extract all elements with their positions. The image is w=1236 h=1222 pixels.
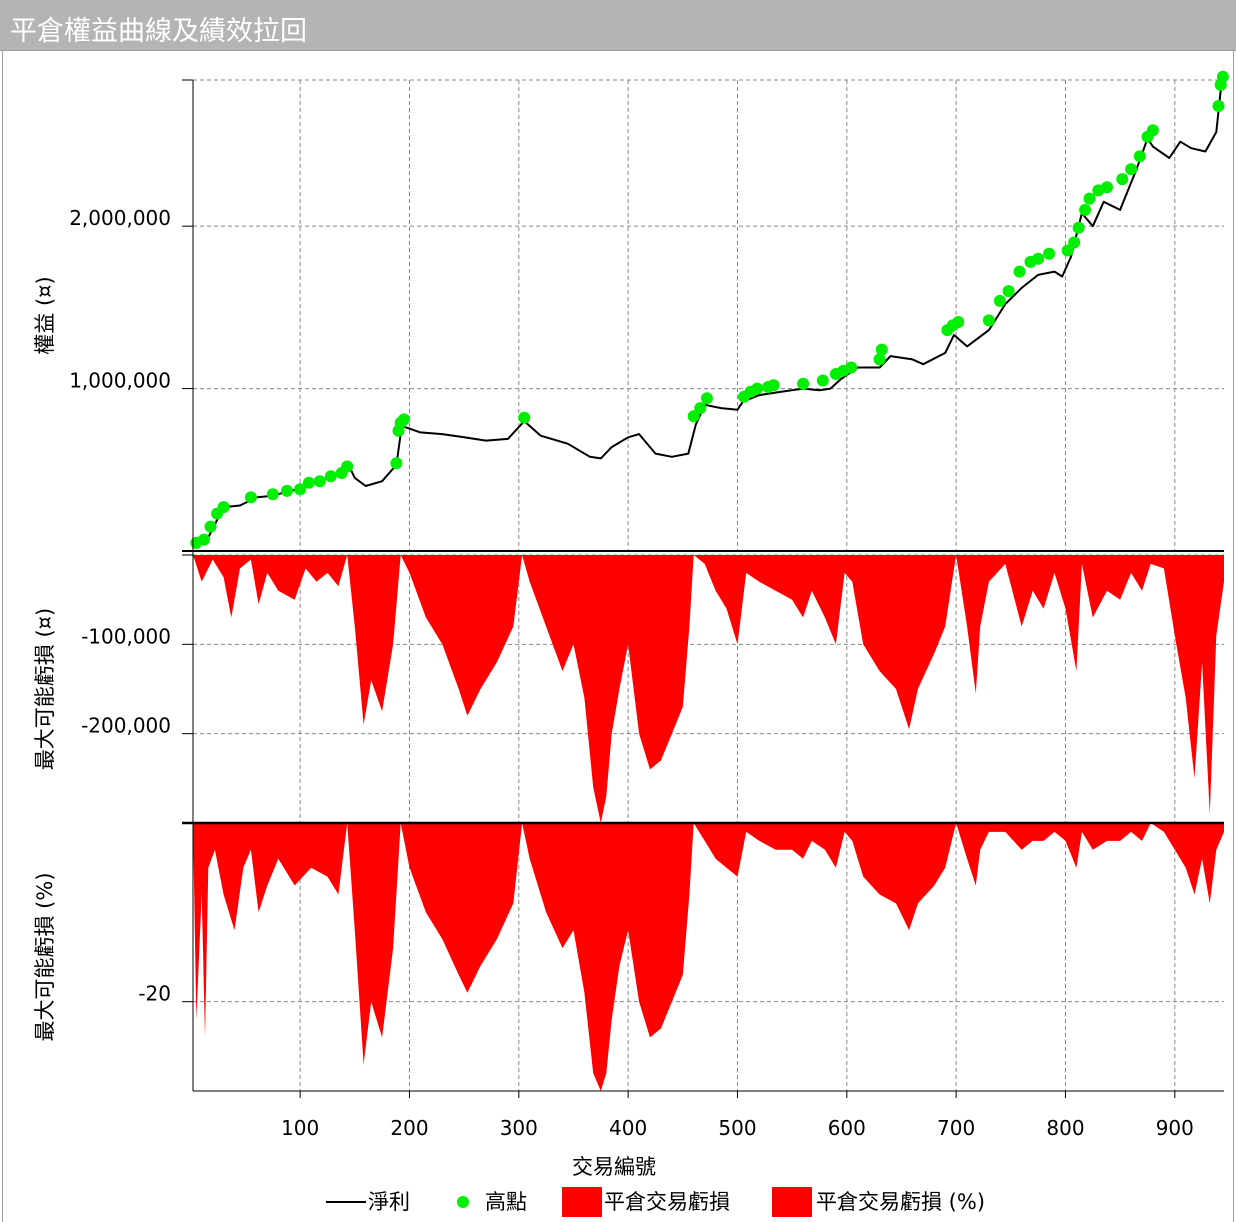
peak-point bbox=[1101, 181, 1113, 194]
y-tick-label: -200,000 bbox=[81, 714, 171, 738]
frame-border-right bbox=[1233, 50, 1234, 1222]
x-tick-label: 200 bbox=[390, 1116, 428, 1140]
peak-point bbox=[197, 533, 210, 546]
legend-item-peak: 高點 bbox=[457, 1190, 527, 1214]
title-bar: 平倉權益曲線及績效拉回 bbox=[0, 0, 1236, 51]
peak-point bbox=[1212, 100, 1225, 112]
peak-point bbox=[266, 488, 279, 501]
peak-point bbox=[244, 491, 257, 504]
x-tick-label: 500 bbox=[718, 1116, 756, 1140]
peak-point bbox=[302, 476, 315, 489]
legend-box-swatch bbox=[562, 1187, 602, 1217]
peak-point bbox=[1013, 265, 1026, 278]
peak-point bbox=[845, 361, 858, 374]
peak-point bbox=[982, 314, 995, 327]
point-layer bbox=[190, 70, 1229, 549]
peak-point bbox=[324, 470, 337, 483]
peak-point bbox=[1216, 70, 1229, 83]
x-tick-label: 800 bbox=[1046, 1116, 1084, 1140]
x-tick-label: 400 bbox=[609, 1116, 647, 1140]
y-axis-title: 最大可能虧損 (¤) bbox=[33, 608, 57, 770]
frame-border-left bbox=[2, 50, 3, 1222]
y-axis-title: 權益 (¤) bbox=[33, 276, 57, 354]
equity-line bbox=[192, 79, 1223, 549]
y-tick-label: -20 bbox=[138, 982, 171, 1006]
legend-label-drawdown-pct: 平倉交易虧損 (%) bbox=[816, 1190, 985, 1214]
line-layer bbox=[192, 79, 1223, 549]
peak-point bbox=[1068, 236, 1081, 249]
y-tick-label: 1,000,000 bbox=[69, 369, 171, 393]
peak-point bbox=[875, 343, 888, 356]
peak-point bbox=[1061, 244, 1074, 257]
peak-point bbox=[952, 316, 965, 328]
peak-point bbox=[700, 392, 713, 405]
legend-label-peak: 高點 bbox=[485, 1190, 527, 1214]
peak-point bbox=[281, 484, 293, 497]
x-axis-title: 交易編號 bbox=[572, 1155, 656, 1179]
peak-point bbox=[751, 382, 764, 395]
legend-label-net-profit: 淨利 bbox=[368, 1190, 410, 1214]
legend-item-net-profit: 淨利 bbox=[326, 1190, 410, 1214]
peak-point bbox=[993, 294, 1006, 307]
peak-point bbox=[1133, 150, 1146, 163]
peak-point bbox=[313, 475, 326, 488]
window-title: 平倉權益曲線及績效拉回 bbox=[10, 16, 307, 47]
legend-dot-swatch bbox=[457, 1196, 469, 1208]
peak-point bbox=[217, 501, 230, 514]
peak-point bbox=[1125, 163, 1138, 176]
y-tick-label: 2,000,000 bbox=[69, 206, 171, 230]
peak-point bbox=[341, 460, 354, 473]
peak-point bbox=[390, 457, 403, 470]
x-tick-label: 900 bbox=[1156, 1116, 1194, 1140]
peak-point bbox=[797, 377, 810, 390]
peak-point bbox=[1032, 252, 1045, 265]
legend-label-drawdown: 平倉交易虧損 bbox=[604, 1190, 730, 1214]
x-tick-label: 600 bbox=[828, 1116, 866, 1140]
legend-item-drawdown: 平倉交易虧損 bbox=[562, 1187, 730, 1217]
legend-item-drawdown-pct: 平倉交易虧損 (%) bbox=[772, 1187, 985, 1217]
peak-point bbox=[1043, 247, 1056, 260]
peak-point bbox=[1072, 221, 1085, 234]
y-tick-label: -100,000 bbox=[81, 624, 171, 648]
legend-box-swatch-pct bbox=[772, 1187, 812, 1217]
legend: 淨利 高點 平倉交易虧損 平倉交易虧損 (%) bbox=[326, 1187, 985, 1217]
drawdown-area bbox=[193, 555, 1224, 823]
peak-point bbox=[694, 402, 707, 415]
peak-point bbox=[518, 411, 531, 424]
peak-point bbox=[398, 413, 410, 426]
peak-point bbox=[873, 353, 886, 366]
peak-point bbox=[294, 483, 307, 496]
peak-point bbox=[1079, 203, 1092, 216]
peak-point bbox=[1083, 192, 1096, 205]
peak-point bbox=[1116, 173, 1129, 186]
peak-point bbox=[687, 410, 700, 423]
x-tick-label: 300 bbox=[500, 1116, 538, 1140]
drawdown-area bbox=[193, 823, 1224, 1091]
peak-point bbox=[204, 520, 217, 533]
peak-point bbox=[1146, 124, 1159, 137]
x-tick-label: 100 bbox=[281, 1116, 319, 1140]
x-tick-label: 700 bbox=[937, 1116, 975, 1140]
peak-point bbox=[767, 379, 780, 392]
y-axis-title: 最大可能虧損 (%) bbox=[33, 872, 57, 1041]
peak-point bbox=[816, 374, 829, 387]
area-layer bbox=[193, 555, 1224, 1091]
peak-point bbox=[1002, 285, 1015, 298]
axis-layer: 1,000,000 2,000,000 權益 (¤) -100,000 -200,000… bbox=[33, 79, 1224, 1140]
